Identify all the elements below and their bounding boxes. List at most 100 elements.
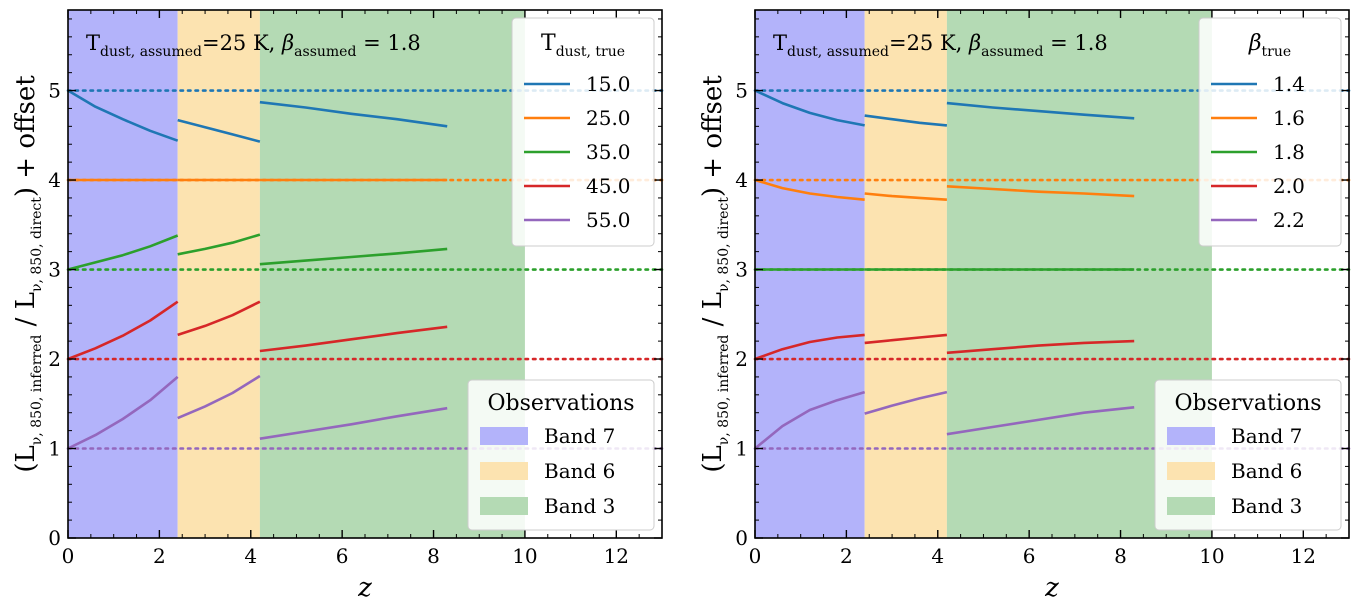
series-line-3-0 [67,300,179,361]
x-tick-label: 4 [244,544,257,568]
series-line-0-1 [177,118,261,143]
series-legend [511,17,655,247]
y-tick-label: 0 [48,526,61,550]
annot-sub: assumed [294,44,356,60]
annot-beta: β [281,31,294,55]
observations-legend-title: Observations [487,391,634,416]
series-legend-title: Tdust, true [541,31,625,60]
band-label-2: Band 3 [1231,494,1302,518]
x-tick-label: 4 [931,544,944,568]
y-tick-label: 2 [735,347,748,371]
x-tick-label: 2 [840,544,853,568]
annot-part: =25 K, [202,31,282,55]
y-tick-label: 3 [735,258,748,282]
legend-label-2: 35.0 [586,140,631,164]
y-title-part: ) + offset [698,75,728,197]
x-tick-label: 12 [604,544,629,568]
y-title-part: (L [698,445,728,472]
y-tick-label: 1 [735,437,748,461]
annot-part: =25 K, [889,31,969,55]
y-tick-label: 5 [48,79,61,103]
series-line-3-2 [259,325,448,353]
legend-title-main: β [1248,31,1262,56]
annot-part: T [773,31,787,55]
annot-sub: assumed [981,44,1043,60]
series-line-1-2 [946,185,1135,198]
band-region-1 [864,10,947,538]
band-swatch-1 [1167,462,1215,480]
band-label-1: Band 6 [544,459,615,483]
band-label-2: Band 3 [544,494,615,518]
legend-title-sub: dust, true [556,44,625,60]
y-title-sub: ν, 850, inferred [716,335,732,446]
annot-sub: dust, assumed [100,44,202,60]
series-line-2-0 [67,234,179,271]
band-label-0: Band 7 [544,424,615,448]
series-line-4-2 [946,406,1135,436]
band-swatch-0 [480,427,528,445]
band-label-1: Band 6 [1231,459,1302,483]
x-axis-title: z [357,573,372,600]
series-line-3-1 [864,333,948,345]
x-tick-label: 0 [749,544,762,568]
series-line-4-2 [259,406,448,440]
annot-part: T [86,31,100,55]
x-tick-label: 10 [512,544,537,568]
y-title-part: (L [11,445,41,472]
y-title-part: / L [11,292,41,335]
x-tick-label: 12 [1291,544,1316,568]
y-tick-label: 4 [735,168,748,192]
x-axis-title: z [1044,573,1059,600]
band-label-0: Band 7 [1231,424,1302,448]
annot-sub: dust, assumed [787,44,889,60]
y-tick-label: 0 [735,526,748,550]
y-title-sub: ν, 850, inferred [29,335,45,446]
y-tick-label: 2 [48,347,61,371]
assumption-annotation: Tdust, assumed=25 K, βassumed = 1.8 [773,31,1108,60]
band-swatch-1 [480,462,528,480]
band-region-0 [68,10,178,538]
x-tick-label: 2 [153,544,166,568]
series-line-0-2 [259,100,448,128]
y-title-part: ) + offset [11,75,41,197]
x-tick-label: 6 [336,544,349,568]
y-title-sub: ν, 850, direct [29,197,45,292]
legend-title-main: T [541,31,556,56]
series-line-4-1 [864,390,948,415]
x-tick-label: 6 [1023,544,1036,568]
series-line-3-0 [754,333,865,361]
series-line-4-1 [177,374,261,420]
legend-label-3: 2.0 [1273,174,1305,198]
series-line-4-0 [67,375,179,450]
band-swatch-2 [480,497,528,515]
annot-part: = 1.8 [1043,31,1107,55]
legend-label-2: 1.8 [1273,140,1305,164]
series-line-0-0 [754,89,865,127]
y-axis-title: (Lν, 850, inferred / Lν, 850, direct) + … [698,75,732,473]
band-region-1 [177,10,260,538]
legend-label-4: 55.0 [586,208,631,232]
y-tick-label: 3 [48,258,61,282]
series-line-0-0 [67,89,179,142]
legend-title-sub: true [1262,44,1292,60]
series-line-0-2 [946,101,1135,120]
y-title-sub: ν, 850, direct [716,197,732,292]
series-line-1-0 [754,178,865,201]
x-tick-label: 8 [1114,544,1127,568]
series-line-4-0 [754,390,866,450]
y-title-part: / L [698,292,728,335]
legend-label-1: 25.0 [586,106,631,130]
observations-legend [467,379,655,531]
series-line-1-1 [864,192,947,201]
series-line-3-2 [946,339,1135,355]
observations-legend [1154,379,1342,531]
x-tick-label: 8 [427,544,440,568]
series-legend [1198,17,1342,247]
y-tick-label: 1 [48,437,61,461]
series-line-3-1 [177,300,261,337]
annot-part: = 1.8 [356,31,420,55]
y-tick-label: 4 [48,168,61,192]
